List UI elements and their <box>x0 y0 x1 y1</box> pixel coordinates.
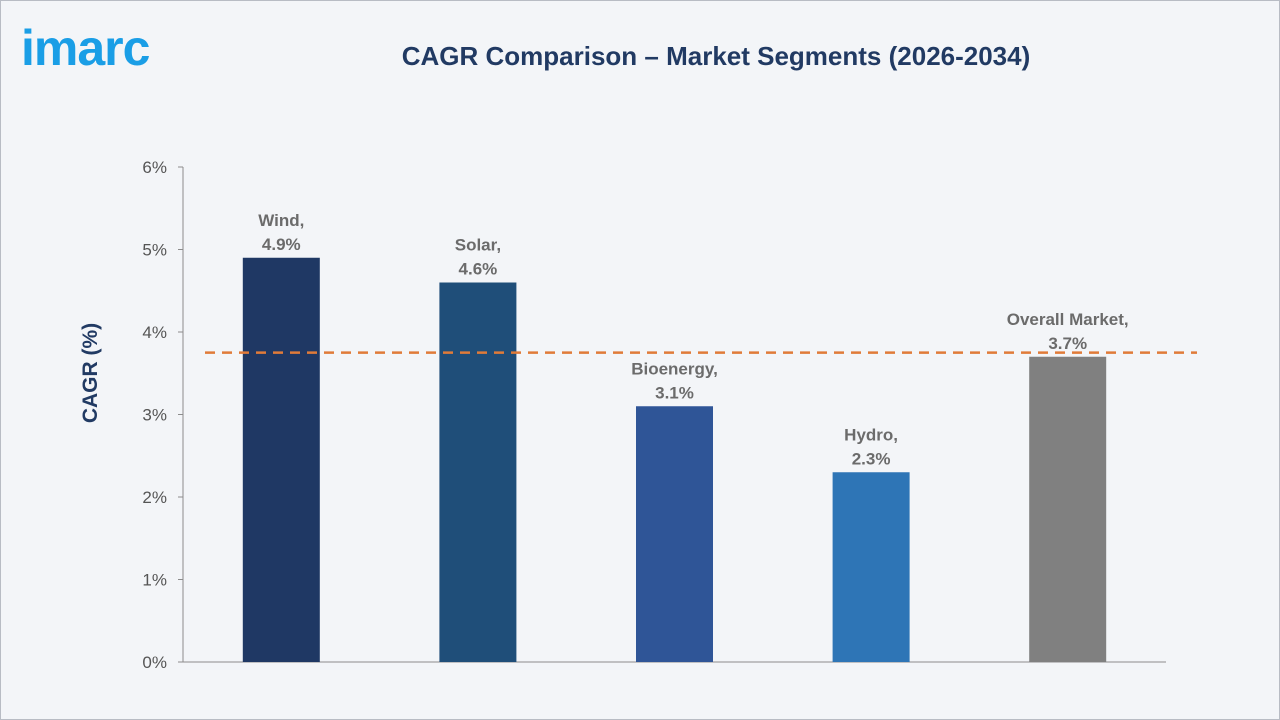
y-tick-label: 0% <box>142 653 167 672</box>
data-label-value: 4.9% <box>262 235 301 254</box>
bar-solar <box>439 282 517 662</box>
y-tick-label: 4% <box>142 323 167 342</box>
y-axis-label-group: CAGR (%) <box>79 323 102 423</box>
chart-title: CAGR Comparison – Market Segments (2026-… <box>401 41 1031 71</box>
y-tick-label: 1% <box>142 571 167 590</box>
data-label-value: 4.6% <box>459 260 498 279</box>
bars <box>242 257 1107 662</box>
data-label-category: Overall Market, <box>1007 310 1129 329</box>
data-label-value: 2.3% <box>852 449 891 468</box>
bar-bioenergy <box>636 406 713 662</box>
y-tick-label: 6% <box>142 158 167 177</box>
data-label-category: Hydro, <box>844 425 898 444</box>
y-tick-label: 5% <box>142 241 167 260</box>
data-label-value: 3.7% <box>1048 334 1087 353</box>
logo-text: imarc <box>21 20 150 76</box>
y-tick-label: 2% <box>142 488 167 507</box>
data-label-category: Solar, <box>455 236 501 255</box>
data-labels: Wind, 4.9% Solar, 4.6% Bioenergy, 3.1% Hydro, 2… <box>258 211 1128 469</box>
data-label-category: Bioenergy, <box>631 359 718 378</box>
imarc-logo: imarc <box>21 23 201 83</box>
data-label-category: Wind, <box>258 211 304 230</box>
bar-wind <box>242 257 320 662</box>
bar-overall-market <box>1029 356 1107 662</box>
data-label-value: 3.1% <box>655 383 694 402</box>
y-tick-label: 3% <box>142 406 167 425</box>
y-axis-label: CAGR (%) <box>79 323 102 423</box>
bar-hydro <box>832 472 910 662</box>
axes: 0% 1% 2% 3% 4% 5% 6% <box>142 158 1166 672</box>
